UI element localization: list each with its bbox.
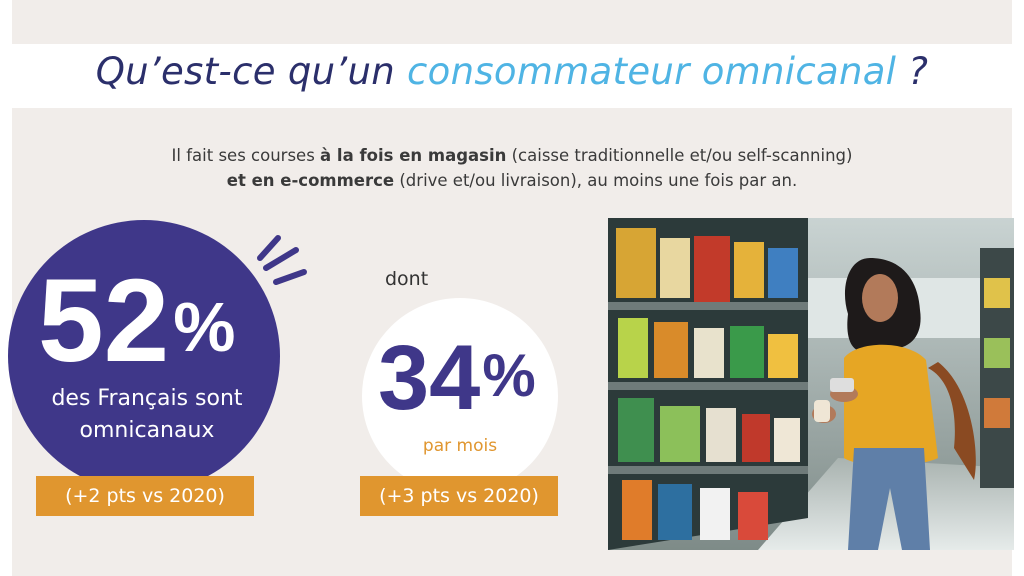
main-stat-circle xyxy=(8,220,280,492)
sub-stat-value: 34% xyxy=(378,330,536,426)
main-stat-caption-line-2: omnicanaux xyxy=(79,418,215,443)
definition-line-2: et en e-commerce (drive et/ou livraison)… xyxy=(12,168,1012,193)
main-stat-number: 52 xyxy=(38,255,170,387)
sub-stat-badge: (+3 pts vs 2020) xyxy=(360,476,558,516)
main-stat-badge: (+2 pts vs 2020) xyxy=(36,476,254,516)
title-part-2: ? xyxy=(896,50,929,93)
emphasis-strokes-icon xyxy=(257,235,307,285)
supermarket-scene-illustration xyxy=(608,218,1014,550)
main-stat-unit: % xyxy=(173,288,236,366)
sub-stat-number: 34 xyxy=(378,327,481,429)
definition-line-1-bold: à la fois en magasin xyxy=(320,146,507,165)
sub-stat-circle xyxy=(362,298,558,494)
sub-stat-intro: dont xyxy=(385,268,429,290)
main-stat-caption-line-1: des Français sont xyxy=(51,386,243,411)
woman-shopping-photo xyxy=(608,218,1014,550)
title-band xyxy=(12,44,1012,108)
main-stat-caption: des Français sont omnicanaux xyxy=(12,383,282,447)
definition-text: Il fait ses courses à la fois en magasin… xyxy=(12,143,1012,193)
title-part-1: Qu’est-ce qu’un xyxy=(95,50,408,93)
definition-line-2-bold: et en e-commerce xyxy=(226,171,395,190)
definition-line-1-suffix: (caisse traditionnelle et/ou self-scanni… xyxy=(506,146,853,165)
main-stat-value: 52% xyxy=(38,262,236,380)
definition-line-2-suffix: (drive et/ou livraison), au moins une fo… xyxy=(394,171,798,190)
sub-stat-caption: par mois xyxy=(422,436,498,456)
title-accent: consommateur omnicanal xyxy=(407,50,897,93)
definition-line-1: Il fait ses courses à la fois en magasin… xyxy=(12,143,1012,168)
sub-stat-unit: % xyxy=(482,342,536,409)
page-title: Qu’est-ce qu’un consommateur omnicanal ? xyxy=(12,50,1012,93)
definition-line-1-prefix: Il fait ses courses xyxy=(171,146,321,165)
